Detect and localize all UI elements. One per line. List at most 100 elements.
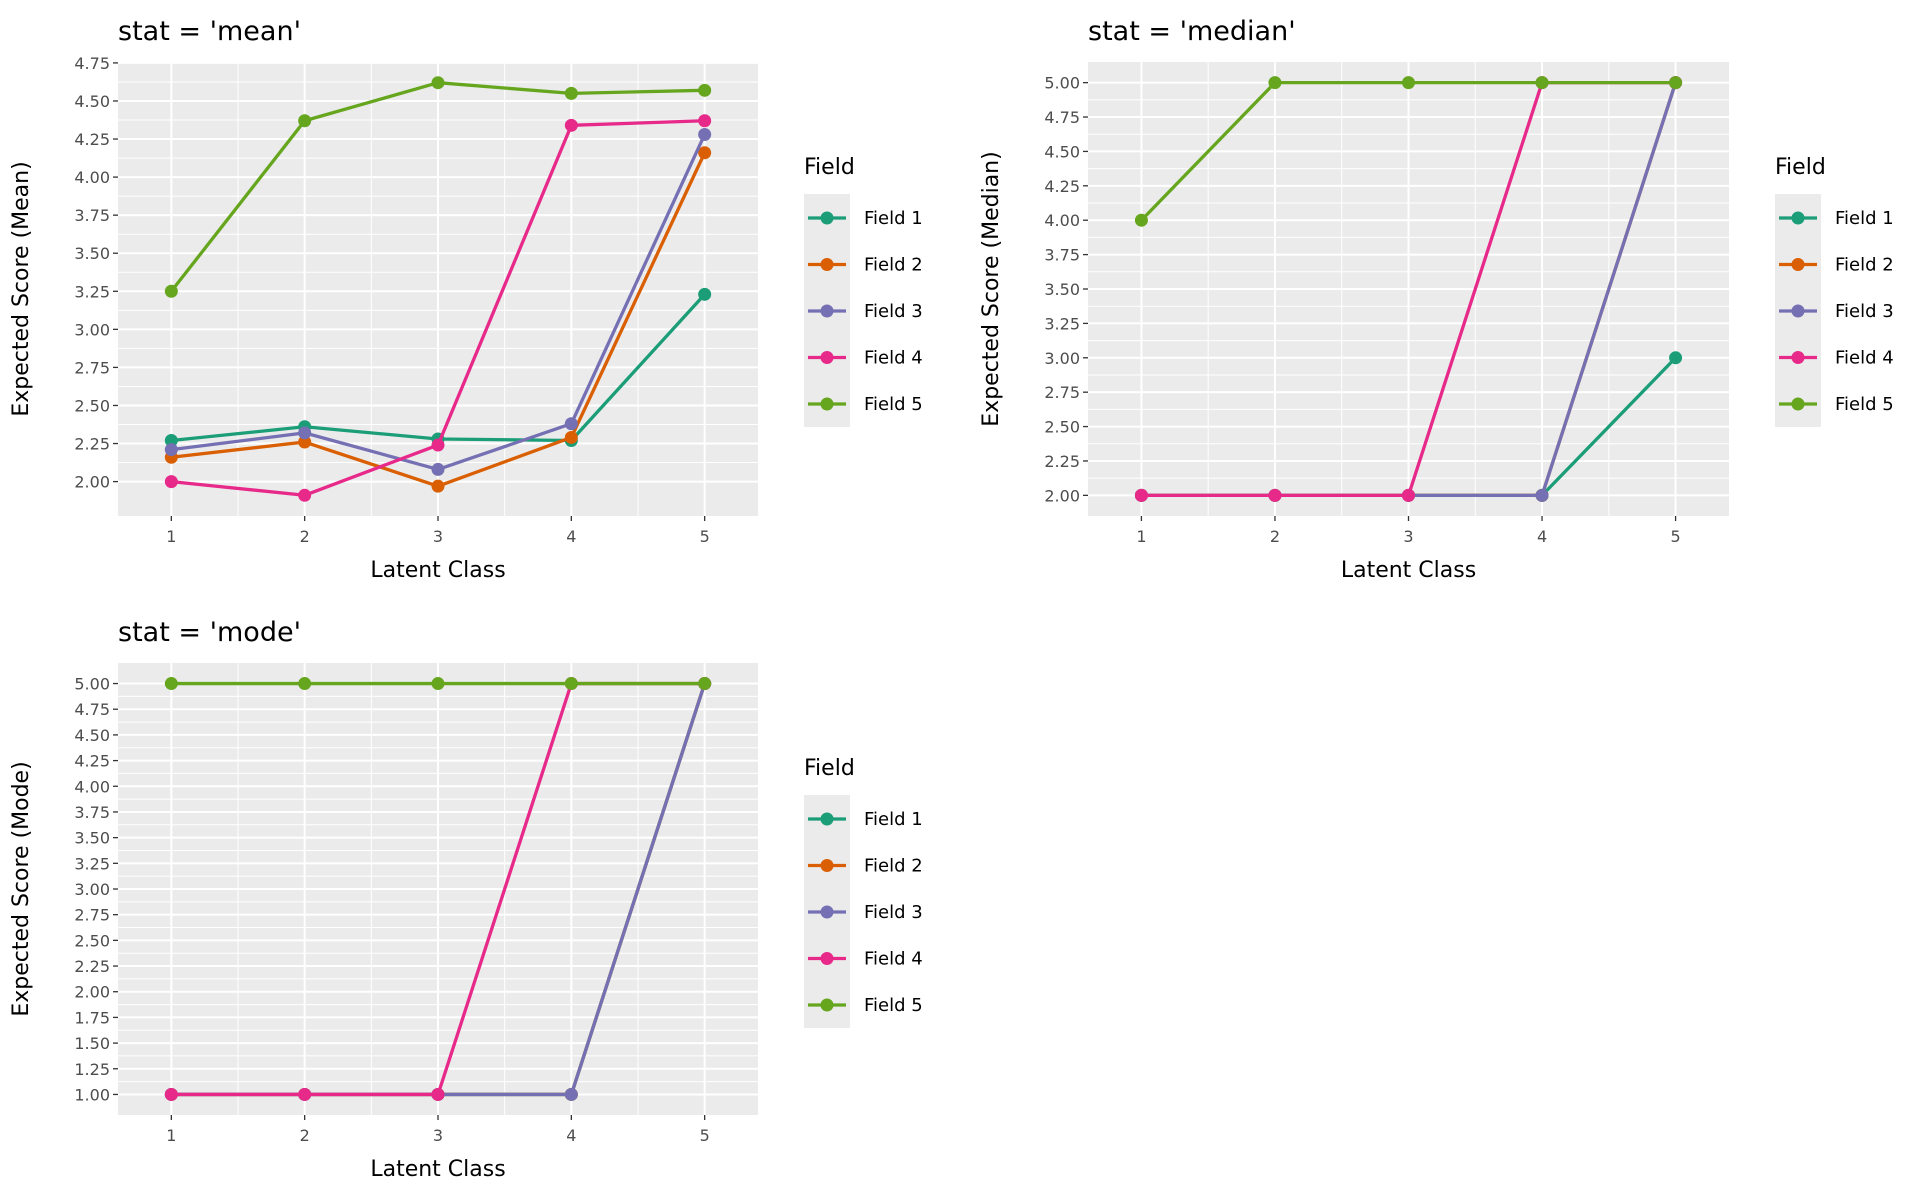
x-tick-label: 2 <box>300 527 310 546</box>
panel-mean: 2.00 2.25 2.50 2.75 3.00 3.25 3.50 3.75 4.00 4.25… <box>9 16 923 583</box>
y-tick-label: 2.75 <box>74 358 110 377</box>
y-tick-label: 3.75 <box>74 803 110 822</box>
y-tick-label: 2.00 <box>1044 486 1080 505</box>
legend-key-point <box>820 211 834 225</box>
y-tick-label: 3.00 <box>74 320 110 339</box>
legend-item: Field 4 <box>808 949 923 970</box>
y-tick-label: 2.25 <box>1044 452 1080 471</box>
x-tick-label: 1 <box>1136 527 1146 546</box>
y-tick-label: 3.00 <box>74 880 110 899</box>
legend-item: Field 4 <box>808 348 923 369</box>
data-point <box>1134 213 1148 227</box>
legend-label: Field 3 <box>864 902 923 923</box>
legend-item: Field 2 <box>1779 255 1894 276</box>
y-axis-title: Expected Score (Mean) <box>9 161 34 416</box>
x-axis-title: Latent Class <box>370 1157 505 1182</box>
legend-item: Field 4 <box>1779 348 1894 369</box>
legend-item: Field 1 <box>808 208 923 229</box>
data-point <box>564 118 578 132</box>
legend-label: Field 5 <box>1835 394 1894 415</box>
series-field-4 <box>164 114 712 502</box>
legend-key-point <box>1791 397 1805 411</box>
x-tick-label: 1 <box>166 1126 176 1145</box>
data-point <box>164 1087 178 1101</box>
data-point <box>698 677 712 691</box>
legend-item: Field 5 <box>808 995 923 1016</box>
legend-label: Field 3 <box>864 301 923 322</box>
series-field-5 <box>1134 76 1683 227</box>
data-point <box>1669 76 1683 90</box>
series-field-5 <box>164 76 712 298</box>
y-tick-label: 2.25 <box>74 435 110 454</box>
y-tick-label: 2.75 <box>1044 383 1080 402</box>
panel-title: stat = 'median' <box>1088 16 1296 47</box>
legend-label: Field 2 <box>864 856 923 877</box>
legend-label: Field 3 <box>1835 301 1894 322</box>
y-tick-label: 1.25 <box>74 1060 110 1079</box>
x-tick-label: 1 <box>166 527 176 546</box>
legend-item: Field 3 <box>808 902 923 923</box>
data-point <box>1134 488 1148 502</box>
y-tick-label: 4.75 <box>74 54 110 73</box>
legend: Field Field 1 Field 2 Field 3 Field 4 Field 5 <box>804 756 923 1028</box>
y-tick-label: 2.50 <box>74 396 110 415</box>
y-tick-label: 2.75 <box>74 906 110 925</box>
data-point <box>1402 76 1415 90</box>
y-tick-label: 1.50 <box>74 1034 110 1053</box>
data-point <box>1402 488 1415 502</box>
panel-title: stat = 'mode' <box>118 617 301 648</box>
data-point <box>564 86 578 100</box>
legend-item: Field 5 <box>1779 394 1894 415</box>
data-point <box>431 479 445 493</box>
legend-key-point <box>820 998 834 1012</box>
y-tick-label: 3.25 <box>74 282 110 301</box>
panel-title: stat = 'mean' <box>118 16 301 47</box>
data-point <box>564 430 578 444</box>
legend-title: Field <box>1775 155 1826 180</box>
data-point <box>1268 76 1282 90</box>
x-tick-label: 4 <box>1537 527 1547 546</box>
data-point <box>298 677 312 691</box>
legend-title: Field <box>804 155 855 180</box>
legend-label: Field 4 <box>1835 348 1894 369</box>
y-tick-label: 1.00 <box>74 1085 110 1104</box>
data-point <box>698 146 712 160</box>
data-point <box>698 114 712 128</box>
x-tick-label: 3 <box>433 1126 443 1145</box>
legend-item: Field 2 <box>808 856 923 877</box>
x-tick-label: 5 <box>700 527 710 546</box>
y-tick-label: 5.00 <box>74 675 110 694</box>
data-point <box>298 435 312 449</box>
legend-label: Field 1 <box>1835 208 1894 229</box>
x-tick-label: 4 <box>566 1126 576 1145</box>
legend-key-point <box>1791 258 1805 271</box>
panel-mode: 1.00 1.25 1.50 1.75 2.00 2.25 2.50 2.75 3.00 3.25… <box>9 617 923 1182</box>
data-point <box>431 1087 445 1101</box>
legend-key-point <box>820 304 834 318</box>
y-tick-label: 4.25 <box>74 130 110 149</box>
y-tick-label: 2.00 <box>74 983 110 1002</box>
data-point <box>431 462 445 476</box>
legend-label: Field 5 <box>864 995 923 1016</box>
data-point <box>298 1087 312 1101</box>
legend-item: Field 3 <box>1779 301 1894 322</box>
panel-median: 2.00 2.25 2.50 2.75 3.00 3.25 3.50 3.75 4.00 4.25… <box>979 16 1894 583</box>
y-tick-label: 3.50 <box>74 244 110 263</box>
legend: Field Field 1 Field 2 Field 3 Field 4 Field 5 <box>1775 155 1894 427</box>
legend-key-point <box>1791 351 1805 364</box>
series-field-5 <box>164 677 712 691</box>
legend-item: Field 2 <box>808 255 923 276</box>
legend-item: Field 5 <box>808 394 923 415</box>
legend-key-point <box>820 952 834 965</box>
x-axis-title: Latent Class <box>1341 558 1476 583</box>
data-point <box>698 287 712 301</box>
x-tick-label: 3 <box>433 527 443 546</box>
legend-item: Field 1 <box>1779 208 1894 229</box>
y-tick-label: 4.75 <box>74 700 110 719</box>
legend: Field Field 1 Field 2 Field 3 Field 4 Field 5 <box>804 155 923 427</box>
legend-label: Field 1 <box>864 809 923 830</box>
x-axis-title: Latent Class <box>370 558 505 583</box>
y-tick-label: 4.50 <box>74 726 110 745</box>
x-tick-label: 3 <box>1403 527 1413 546</box>
